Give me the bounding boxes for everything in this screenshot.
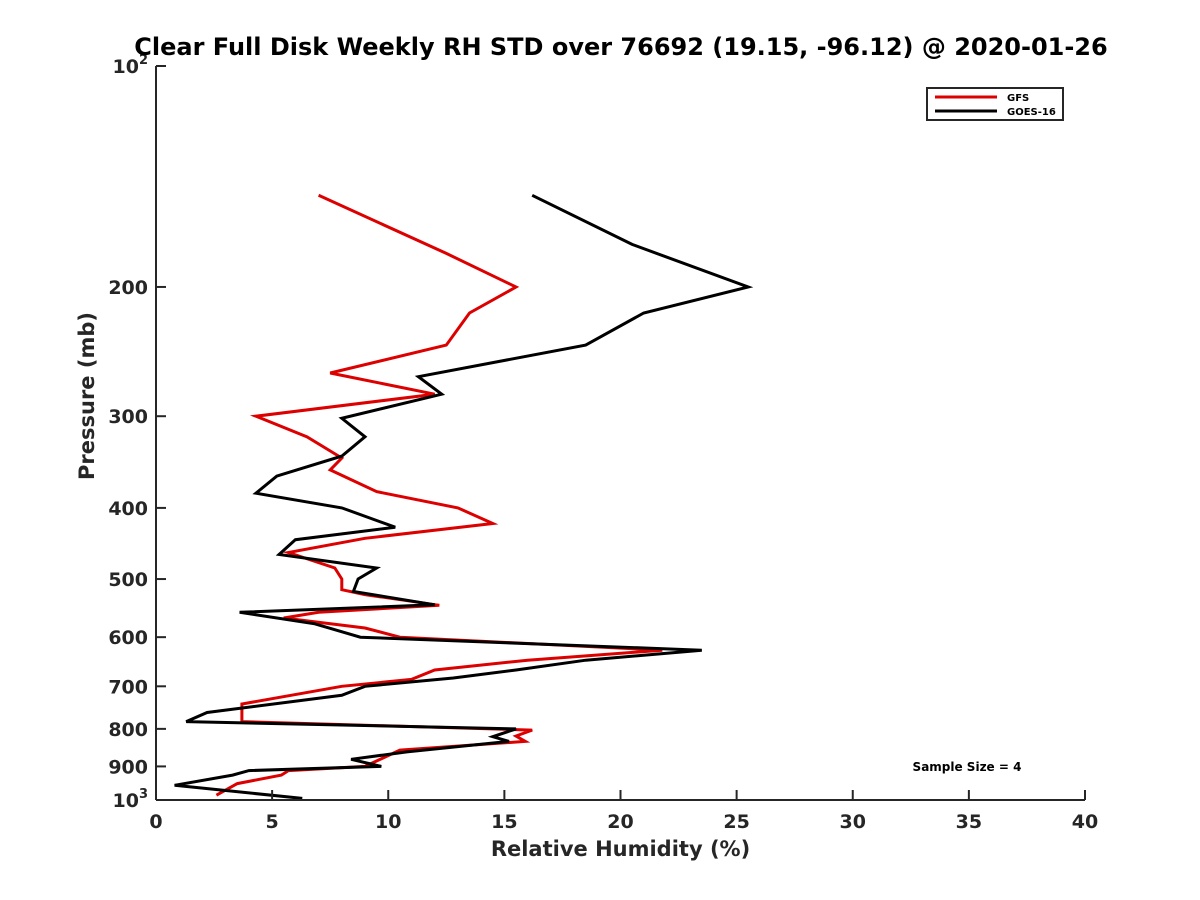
legend-entry-label: GFS [1007, 93, 1029, 104]
axes: 0 5 10 15 20 25 30 35 40 102 200 300 400 500 600 700 800… [108, 53, 1098, 833]
x-axis-label: Relative Humidity (%) [491, 837, 750, 861]
x-tick-label: 5 [266, 811, 279, 833]
y-axis-label: Pressure (mb) [75, 312, 99, 480]
x-tick-label: 15 [491, 811, 517, 833]
sample-size-annotation: Sample Size = 4 [913, 760, 1022, 774]
y-tick-label: 800 [108, 719, 148, 741]
y-tick-label: 900 [108, 756, 148, 778]
x-tick-label: 25 [723, 811, 749, 833]
legend-entry-label: GOES-16 [1007, 107, 1056, 118]
x-tick-label: 10 [375, 811, 401, 833]
y-tick-label: 500 [108, 569, 148, 591]
x-tick-label: 30 [840, 811, 866, 833]
y-tick-label: 700 [108, 676, 148, 698]
legend: GFS GOES-16 [926, 87, 1064, 121]
series-line-gfs [215, 193, 663, 797]
y-tick-label: 600 [108, 627, 148, 649]
legend-box [926, 87, 1064, 121]
x-tick-label: 35 [956, 811, 982, 833]
y-tick-label: 400 [108, 498, 148, 520]
y-tick-label: 300 [108, 406, 148, 428]
y-tick-label: 103 [113, 787, 149, 812]
y-tick-label: 200 [108, 277, 148, 299]
chart-title: Clear Full Disk Weekly RH STD over 76692… [134, 33, 1107, 61]
x-tick-label: 40 [1072, 811, 1098, 833]
series-line-goes-16 [174, 193, 754, 800]
x-tick-label: 0 [149, 811, 162, 833]
x-tick-label: 20 [607, 811, 633, 833]
y-tick-label: 102 [113, 53, 149, 78]
plot-area [174, 193, 754, 800]
